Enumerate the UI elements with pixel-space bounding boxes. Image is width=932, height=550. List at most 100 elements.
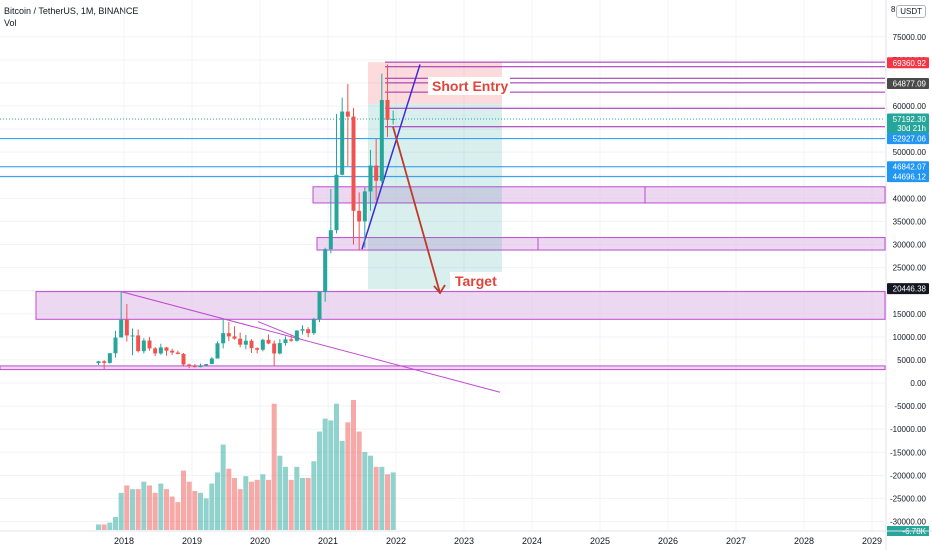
volume-bar xyxy=(101,524,107,530)
volume-bar xyxy=(169,496,175,530)
volume-bar xyxy=(118,492,124,530)
candle-body xyxy=(130,335,135,337)
year-tick-label: 2018 xyxy=(114,536,134,546)
year-tick-label: 2028 xyxy=(794,536,814,546)
short-target-area xyxy=(368,103,502,290)
volume-bar xyxy=(254,479,260,530)
rising-wedge-line xyxy=(361,64,421,250)
target-arrowhead xyxy=(433,284,446,295)
volume-bar xyxy=(311,461,317,530)
candle-body xyxy=(260,339,265,350)
price-tick-label: -5000.00 xyxy=(894,402,926,411)
price-tick-label: 15000.00 xyxy=(893,310,927,319)
price-tick-label: 25000.00 xyxy=(893,264,927,273)
candle-body xyxy=(306,329,311,334)
volume-bar xyxy=(356,431,362,530)
volume-bar xyxy=(271,403,277,530)
volume-bar xyxy=(220,444,226,530)
volume-bar xyxy=(362,452,368,530)
candle-body xyxy=(385,99,390,120)
candle-body xyxy=(119,319,124,338)
chart-title: Bitcoin / TetherUS, 1M, BINANCE xyxy=(4,6,139,16)
volume-bar xyxy=(226,468,232,530)
volume-bar xyxy=(158,483,164,530)
candle-body xyxy=(215,343,220,359)
price-tag-bg xyxy=(887,283,929,295)
candle-body xyxy=(323,249,328,293)
candle-body xyxy=(204,364,209,366)
candle-body xyxy=(226,333,231,337)
candle-body xyxy=(158,347,163,354)
candle-body xyxy=(232,336,237,339)
volume-bar xyxy=(232,478,237,530)
currency-button[interactable]: USDT xyxy=(896,5,926,18)
volume-bar xyxy=(266,479,271,530)
price-tag-label: 52927.06 xyxy=(893,135,927,144)
candle-body xyxy=(198,365,203,368)
volume-bar xyxy=(203,498,209,530)
volume-bar xyxy=(249,481,254,530)
year-tick-label: 2026 xyxy=(658,536,678,546)
volume-bar xyxy=(322,418,328,530)
volume-bar xyxy=(147,485,152,530)
volume-bar xyxy=(334,403,339,530)
volume-bar xyxy=(152,492,158,530)
candle-body xyxy=(221,333,226,344)
candle-body xyxy=(317,292,322,320)
price-tag-bg xyxy=(887,133,929,145)
candle-body xyxy=(102,361,107,363)
candle-body xyxy=(96,361,101,364)
target-label: Target xyxy=(455,273,497,289)
price-tick-label: 10000.00 xyxy=(893,333,927,342)
volume-bar xyxy=(164,489,169,530)
candle-body xyxy=(351,116,356,211)
year-tick-label: 2023 xyxy=(454,536,474,546)
candle-body xyxy=(209,358,214,365)
price-tick-label: -25000.00 xyxy=(890,494,927,503)
price-tag-label: 20446.38 xyxy=(893,285,927,294)
volume-bar xyxy=(192,491,198,530)
price-tick-label: 35000.00 xyxy=(893,217,927,226)
price-tag-label: 57192.30 xyxy=(893,115,927,124)
volume-bar xyxy=(277,455,283,530)
volume-bar xyxy=(175,502,181,530)
volume-bar xyxy=(107,522,113,530)
candle-body xyxy=(391,118,396,120)
volume-bar xyxy=(345,422,351,530)
candle-body xyxy=(181,353,186,365)
volume-bar xyxy=(243,476,249,530)
candle-body xyxy=(266,339,271,344)
volume-bar xyxy=(351,400,356,530)
candle-body xyxy=(368,165,373,192)
volume-bar xyxy=(379,466,385,530)
price-tick-label: 60000.00 xyxy=(893,102,927,111)
volume-bar xyxy=(300,478,305,530)
volume-bar xyxy=(135,489,141,530)
price-tag-countdown: 30d 21h xyxy=(897,124,926,133)
volume-bar xyxy=(305,478,311,530)
volume-bar xyxy=(130,489,135,530)
volume-bar xyxy=(96,524,101,530)
price-tag-label: 69360.92 xyxy=(893,59,927,68)
year-tick-label: 2019 xyxy=(182,536,202,546)
candle-body xyxy=(300,329,305,331)
price-tick-label: -10000.00 xyxy=(890,425,927,434)
price-tag-bg xyxy=(887,171,929,183)
candle-body xyxy=(255,348,260,350)
candle-body xyxy=(379,99,384,181)
volume-bar xyxy=(198,492,203,530)
candle-body xyxy=(374,165,379,181)
candle-body xyxy=(362,191,367,222)
price-tick-label: -15000.00 xyxy=(890,448,927,457)
candle-body xyxy=(170,350,175,353)
price-tag-bg xyxy=(887,113,929,134)
price-tick-label: 5000.00 xyxy=(897,356,926,365)
short-trendline xyxy=(257,321,301,340)
price-tick-label: -20000.00 xyxy=(890,471,927,480)
volume-bar xyxy=(186,481,192,530)
price-tick-label: -30000.00 xyxy=(890,518,927,527)
volume-bar xyxy=(181,470,186,530)
price-tag-label: 64877.09 xyxy=(893,79,927,88)
year-tick-label: 2025 xyxy=(590,536,610,546)
